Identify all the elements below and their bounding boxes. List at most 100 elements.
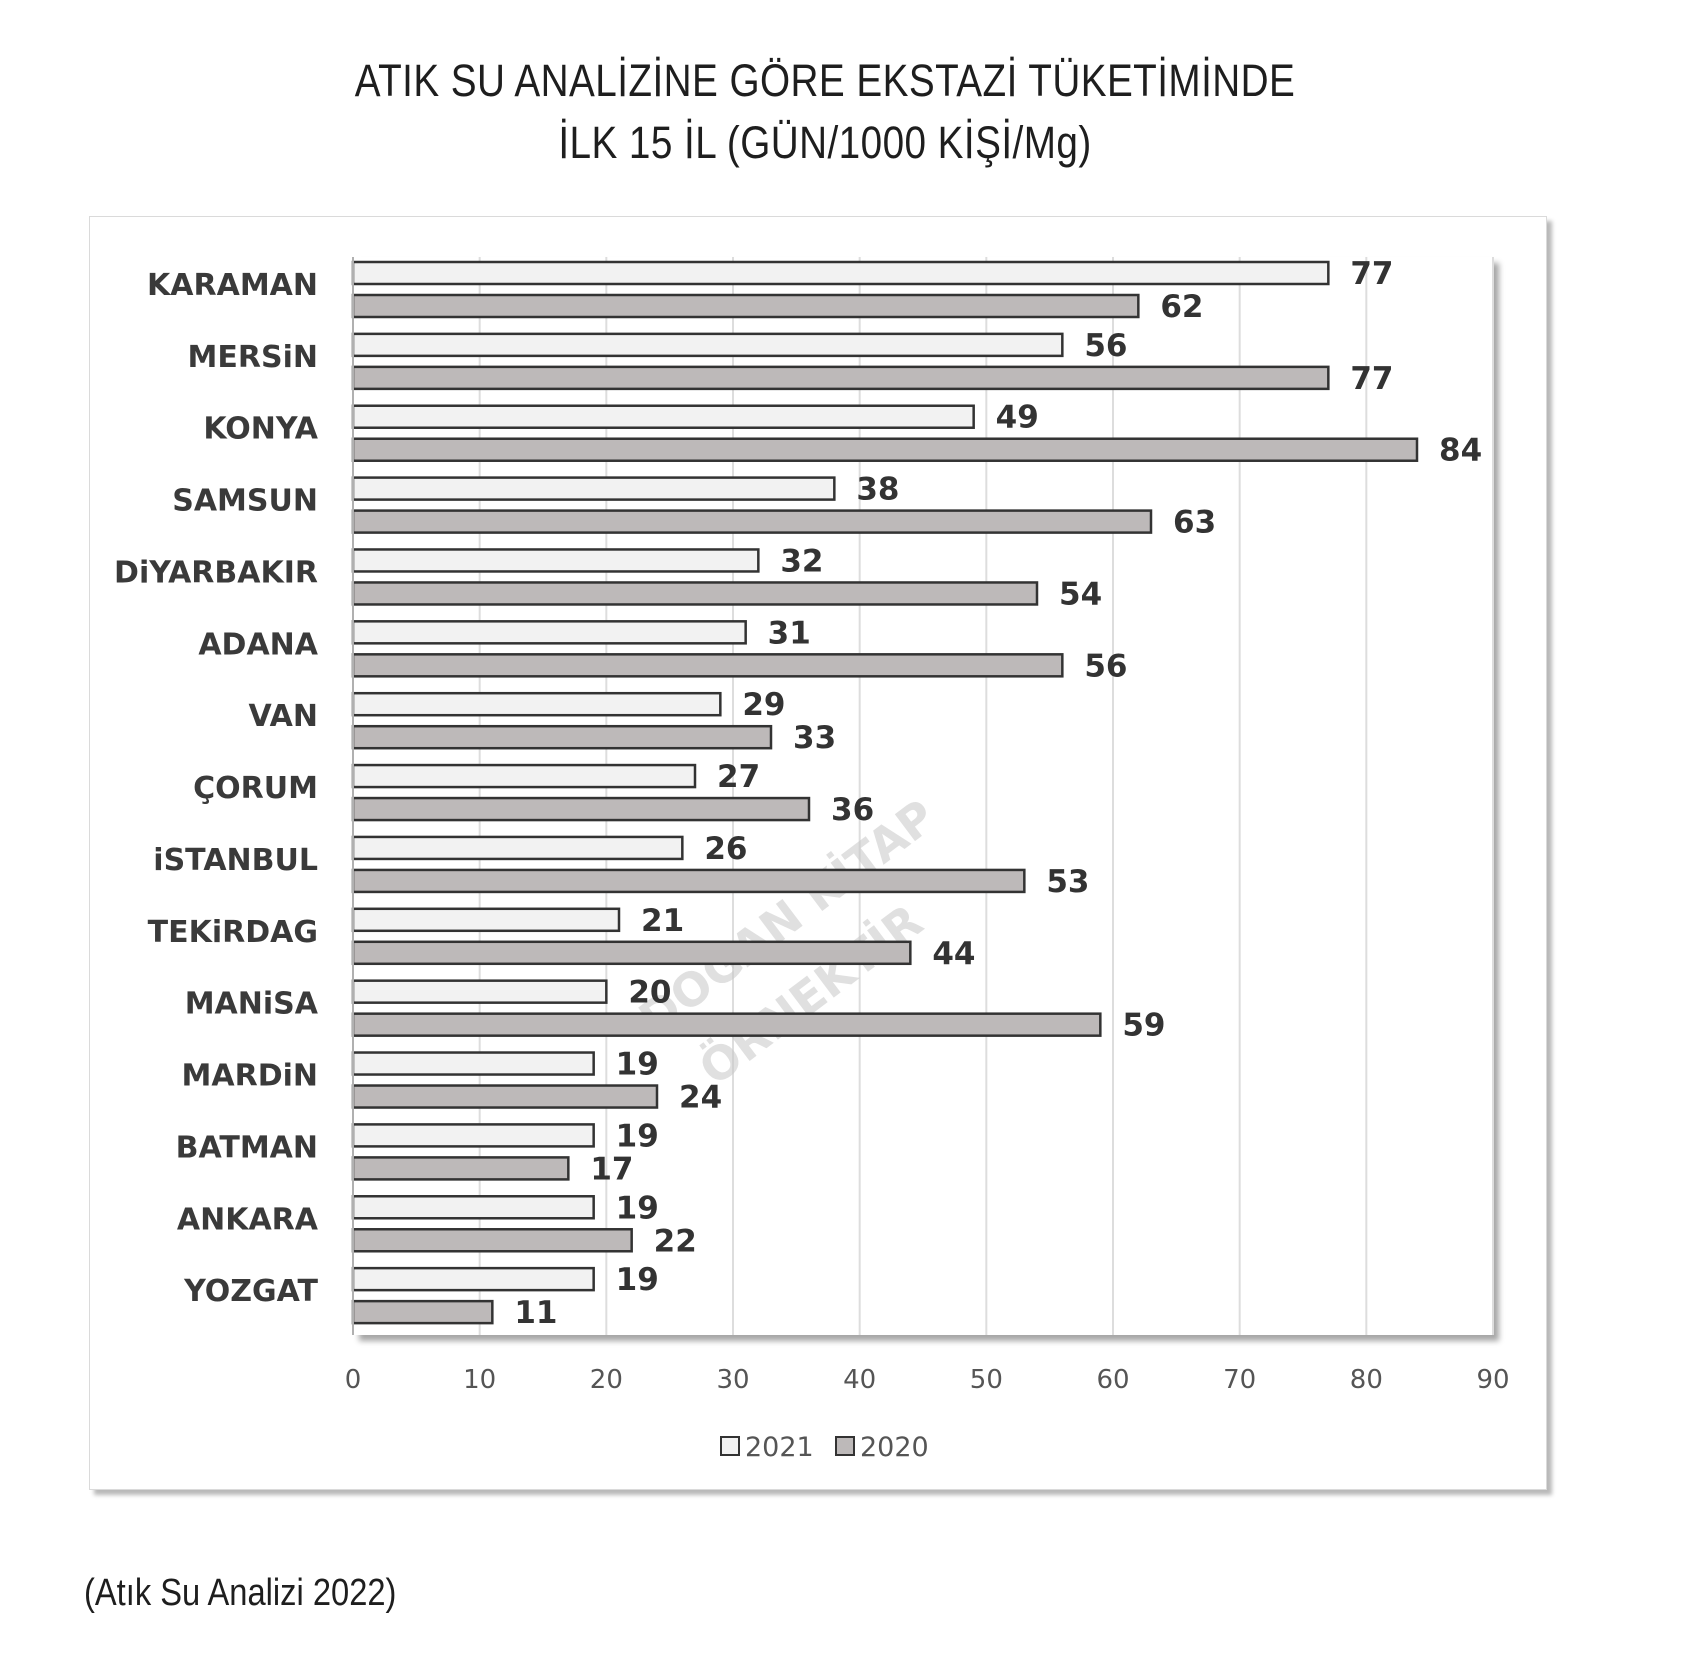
category-label: MARDiN bbox=[182, 1059, 318, 1094]
bar-2020 bbox=[351, 293, 1140, 319]
category-label: ÇORUM bbox=[193, 771, 318, 806]
category-label: VAN bbox=[248, 699, 318, 734]
bar-2020 bbox=[351, 581, 1039, 606]
bar-2021 bbox=[351, 1051, 595, 1076]
data-label: 77 bbox=[1350, 361, 1393, 397]
bar-2020 bbox=[351, 1156, 570, 1181]
data-label: 20 bbox=[628, 975, 671, 1011]
data-label: 38 bbox=[856, 472, 899, 508]
source-note: (Atık Su Analizi 2022) bbox=[84, 1572, 397, 1614]
data-label: 17 bbox=[590, 1151, 633, 1187]
bar-2021 bbox=[351, 332, 1064, 358]
data-label: 27 bbox=[717, 759, 760, 795]
x-tick-label: 60 bbox=[1096, 1365, 1129, 1395]
bar-2021 bbox=[351, 907, 621, 933]
x-tick-label: 30 bbox=[716, 1365, 749, 1395]
data-label: 36 bbox=[831, 792, 874, 828]
data-label: 56 bbox=[1084, 328, 1127, 364]
bar-2020 bbox=[351, 1084, 659, 1109]
x-tick-label: 0 bbox=[345, 1365, 362, 1395]
data-label: 29 bbox=[742, 687, 785, 723]
category-label: KARAMAN bbox=[147, 268, 318, 303]
data-label: 32 bbox=[780, 543, 823, 579]
legend: 2021 2020 bbox=[720, 1432, 929, 1463]
plot-area bbox=[353, 257, 1493, 1335]
bar-2021 bbox=[351, 404, 975, 429]
x-tick-label: 50 bbox=[970, 1365, 1003, 1395]
category-label: ADANA bbox=[198, 627, 318, 662]
data-label: 11 bbox=[514, 1295, 557, 1331]
x-tick-label: 10 bbox=[463, 1365, 496, 1395]
chart-title: ATIK SU ANALİZİNE GÖRE EKSTAZİ TÜKETİMİN… bbox=[116, 50, 1535, 174]
legend-swatch-2020 bbox=[835, 1436, 855, 1456]
data-label: 19 bbox=[616, 1262, 659, 1298]
bar-2020 bbox=[351, 796, 811, 822]
data-label: 31 bbox=[768, 615, 811, 651]
bar-2021 bbox=[351, 1195, 595, 1220]
bar-2020 bbox=[351, 437, 1419, 462]
category-label: YOZGAT bbox=[183, 1274, 318, 1309]
data-label: 19 bbox=[616, 1047, 659, 1083]
bar-2021 bbox=[351, 979, 608, 1004]
data-label: 84 bbox=[1439, 433, 1482, 469]
bar-2020 bbox=[351, 940, 912, 966]
bar-2021 bbox=[351, 1266, 595, 1292]
data-label: 19 bbox=[616, 1118, 659, 1154]
x-tick-label: 40 bbox=[843, 1365, 876, 1395]
data-label: 54 bbox=[1059, 576, 1102, 612]
data-label: 22 bbox=[654, 1223, 697, 1259]
x-tick-label: 80 bbox=[1350, 1365, 1383, 1395]
bar-2020 bbox=[351, 653, 1064, 678]
category-label: TEKiRDAG bbox=[148, 915, 318, 950]
category-label: ANKARA bbox=[177, 1202, 319, 1237]
data-label: 53 bbox=[1046, 864, 1089, 900]
bar-2021 bbox=[351, 620, 747, 645]
x-tick-label: 70 bbox=[1223, 1365, 1256, 1395]
legend-label: 2021 bbox=[745, 1432, 814, 1463]
labels: KARAMAN 77 62 MERSiN 56 77 KONYA 49 84 SAMSUN 38 63… bbox=[114, 256, 1482, 1331]
data-label: 59 bbox=[1122, 1008, 1165, 1044]
chart-frame: DOĞAN KİTAP ÖRNEKTİR KARAMAN 77 62 MERSiN 56… bbox=[89, 216, 1547, 1490]
data-label: 49 bbox=[996, 400, 1039, 436]
bar-2020 bbox=[351, 509, 1153, 534]
category-label: KONYA bbox=[203, 412, 318, 447]
category-label: iSTANBUL bbox=[153, 843, 318, 878]
bar-2020 bbox=[351, 1012, 1102, 1037]
legend-swatch-2021 bbox=[720, 1436, 740, 1456]
data-label: 21 bbox=[641, 903, 684, 939]
chart-title-line-2: İLK 15 İL (GÜN/1000 KİŞİ/Mg) bbox=[558, 117, 1092, 168]
bar-2020 bbox=[351, 1228, 633, 1253]
data-label: 77 bbox=[1350, 256, 1393, 292]
bar-2021 bbox=[351, 476, 836, 501]
x-axis: 0 10 20 30 40 50 60 70 80 90 bbox=[345, 257, 1510, 1395]
data-label: 44 bbox=[932, 936, 975, 972]
data-label: 26 bbox=[704, 831, 747, 867]
bar-2020 bbox=[351, 724, 773, 750]
data-label: 33 bbox=[793, 720, 836, 756]
bar-2021 bbox=[351, 691, 722, 717]
data-label: 63 bbox=[1173, 505, 1216, 541]
bar-2020 bbox=[351, 365, 1330, 391]
category-label: DiYARBAKIR bbox=[114, 555, 318, 590]
data-label: 56 bbox=[1084, 648, 1127, 684]
bar-2021 bbox=[351, 835, 684, 861]
bar-2021 bbox=[351, 260, 1330, 286]
legend-label: 2020 bbox=[860, 1432, 929, 1463]
bar-2020 bbox=[351, 868, 1026, 894]
x-tick-label: 20 bbox=[590, 1365, 623, 1395]
category-label: SAMSUN bbox=[172, 484, 318, 519]
chart-title-line-1: ATIK SU ANALİZİNE GÖRE EKSTAZİ TÜKETİMİN… bbox=[354, 55, 1296, 106]
data-label: 24 bbox=[679, 1080, 722, 1116]
bar-2021 bbox=[351, 1123, 595, 1148]
grid bbox=[478, 257, 1494, 1335]
bar-2020 bbox=[351, 1299, 494, 1325]
x-tick-label: 90 bbox=[1476, 1365, 1509, 1395]
category-label: MERSiN bbox=[188, 340, 318, 375]
category-label: BATMAN bbox=[176, 1130, 318, 1165]
data-label: 62 bbox=[1160, 289, 1203, 325]
bar-2021 bbox=[351, 548, 760, 573]
category-label: MANiSA bbox=[185, 987, 319, 1022]
data-label: 19 bbox=[616, 1190, 659, 1226]
bar-2021 bbox=[351, 763, 697, 789]
